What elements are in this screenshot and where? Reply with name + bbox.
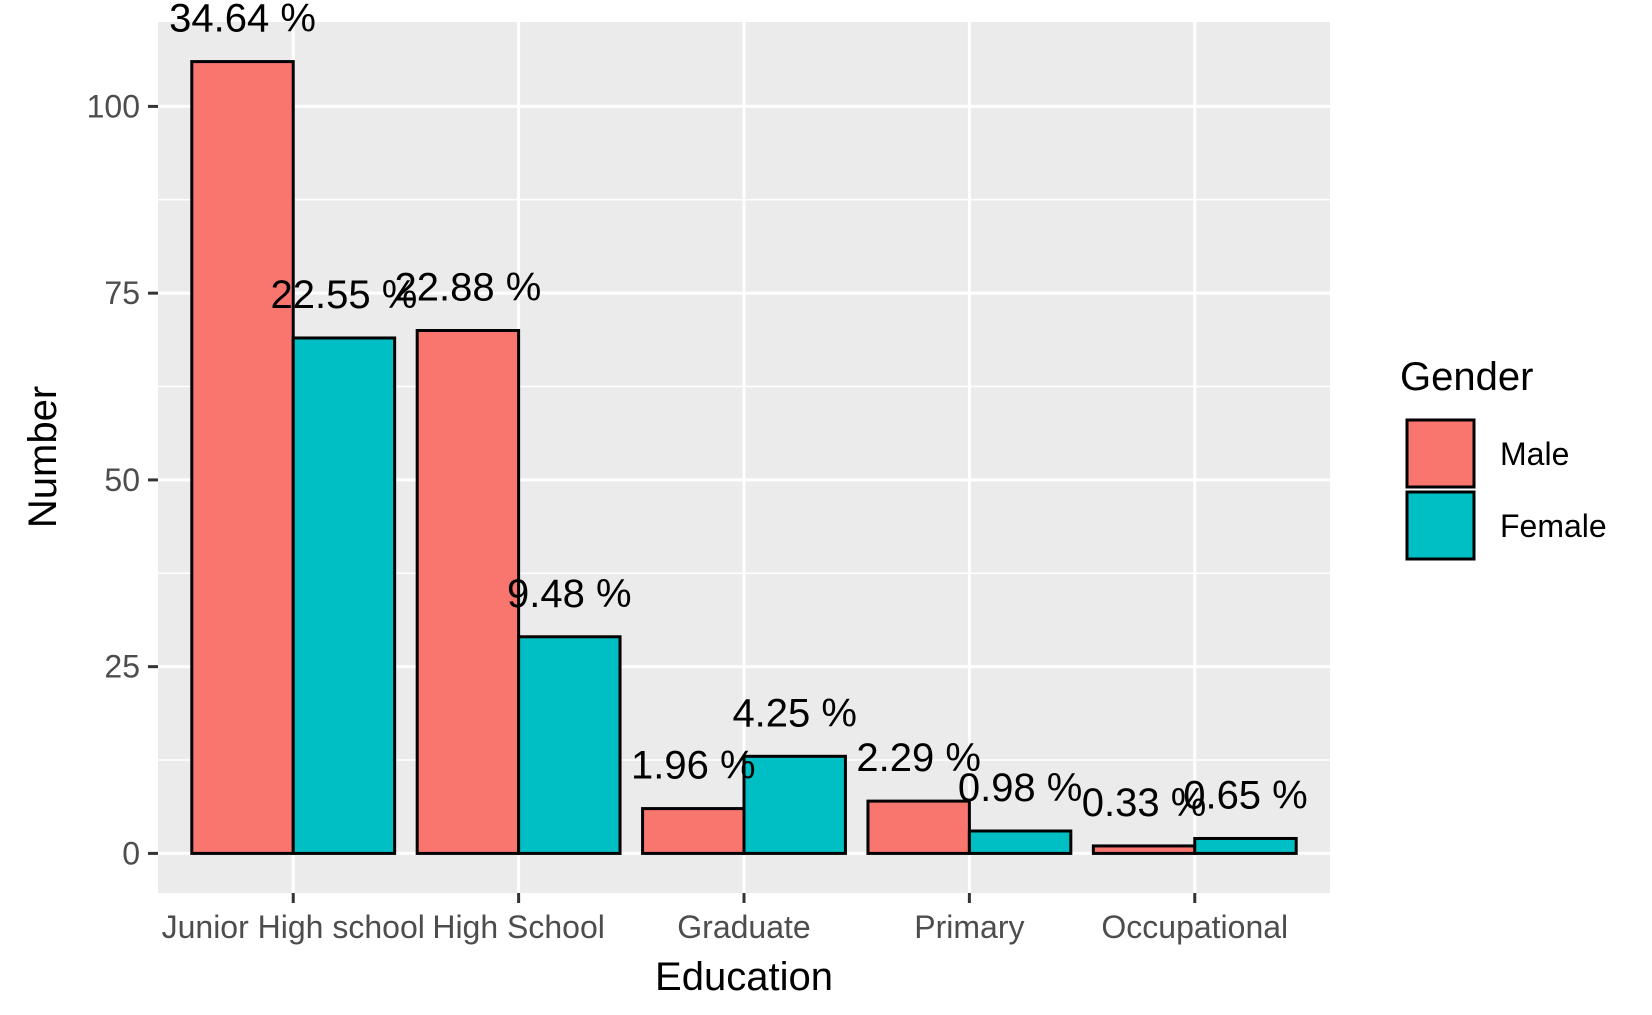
data-label: 2.29 % (856, 736, 981, 780)
data-label: 22.88 % (395, 266, 542, 310)
bar-female (1193, 836, 1298, 855)
data-label: 0.33 % (1082, 781, 1207, 825)
x-axis-title: Education (655, 955, 833, 999)
x-tick-label: Junior High school (162, 909, 425, 945)
bar-male (190, 60, 295, 855)
legend-key-female (1405, 490, 1476, 561)
data-label: 22.55 % (271, 273, 418, 317)
bar-female (967, 829, 1073, 855)
legend-label: Female (1500, 508, 1607, 544)
x-tick-label: Graduate (677, 909, 810, 945)
x-tick-label: High School (432, 909, 605, 945)
bar-male (866, 799, 971, 855)
legend-title: Gender (1400, 355, 1533, 399)
y-axis: 0 25 50 75 100 (87, 88, 158, 871)
legend-key-male (1405, 418, 1476, 489)
x-axis: Junior High school High School Graduate Pri… (162, 893, 1288, 945)
legend-items: Male Female (1405, 418, 1607, 561)
x-tick-label: Occupational (1101, 909, 1288, 945)
data-label: 1.96 % (631, 744, 756, 788)
bar-female (517, 635, 622, 855)
y-tick-label: 50 (104, 462, 140, 498)
x-tick-label: Primary (914, 909, 1024, 945)
data-label: 4.25 % (732, 691, 857, 735)
y-axis-title: Number (21, 386, 65, 528)
y-tick-label: 25 (104, 649, 140, 685)
bar-male (415, 329, 521, 855)
y-tick-label: 100 (87, 88, 140, 124)
data-label: 34.64 % (169, 0, 316, 41)
legend: Gender Male Female (1400, 355, 1607, 561)
legend-label: Male (1500, 436, 1569, 472)
data-label: 9.48 % (507, 572, 632, 616)
bars (190, 60, 1298, 855)
data-label: 0.65 % (1183, 773, 1308, 817)
bar-labels: 34.64 % 22.88 % 1.96 % 2.29 % 0.33 % 22.55 % 9… (169, 0, 1308, 825)
bar-male (1091, 844, 1197, 855)
bar-male (641, 807, 746, 855)
bar-female (742, 754, 847, 855)
bar-female (291, 336, 397, 855)
data-label: 0.98 % (958, 766, 1083, 810)
y-tick-label: 0 (122, 835, 140, 871)
y-tick-label: 75 (104, 275, 140, 311)
